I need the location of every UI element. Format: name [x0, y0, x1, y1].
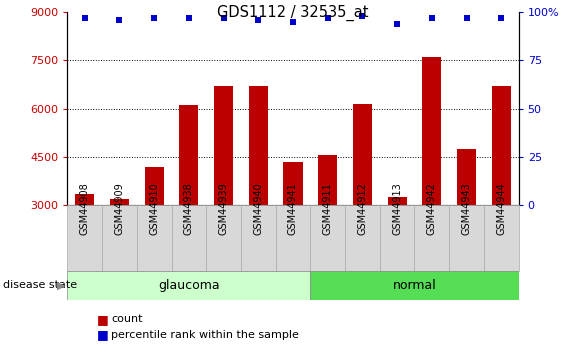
Text: GSM44941: GSM44941	[288, 182, 298, 235]
Text: count: count	[111, 314, 143, 324]
Text: normal: normal	[393, 279, 437, 292]
Text: percentile rank within the sample: percentile rank within the sample	[111, 330, 299, 339]
Point	[80, 15, 90, 21]
Point	[357, 13, 367, 19]
Point	[496, 15, 506, 21]
Bar	[492, 86, 511, 205]
Text: GSM44938: GSM44938	[184, 182, 194, 235]
Bar	[387, 197, 407, 205]
Bar	[275, 205, 311, 271]
Bar	[423, 57, 441, 205]
Bar	[318, 155, 338, 205]
Point	[219, 15, 229, 21]
Text: GSM44942: GSM44942	[427, 182, 437, 235]
Bar	[345, 205, 380, 271]
Bar	[137, 205, 172, 271]
Text: GSM44940: GSM44940	[253, 182, 263, 235]
Bar	[67, 205, 102, 271]
Bar	[179, 106, 199, 205]
Text: glaucoma: glaucoma	[158, 279, 220, 292]
Text: GSM44910: GSM44910	[149, 182, 159, 235]
Text: GSM44911: GSM44911	[323, 182, 333, 235]
Bar	[67, 271, 311, 300]
Bar	[102, 205, 137, 271]
Bar	[75, 194, 94, 205]
Text: ■: ■	[97, 328, 108, 341]
Point	[149, 15, 159, 21]
Point	[393, 21, 402, 27]
Bar	[380, 205, 414, 271]
Bar	[241, 205, 275, 271]
Bar	[353, 104, 372, 205]
Bar	[214, 86, 233, 205]
Point	[323, 15, 332, 21]
Bar	[311, 205, 345, 271]
Text: disease state: disease state	[3, 280, 77, 290]
Text: GSM44943: GSM44943	[462, 182, 472, 235]
Text: GSM44912: GSM44912	[357, 182, 367, 235]
Text: GSM44944: GSM44944	[496, 182, 506, 235]
Bar	[110, 199, 129, 205]
Text: GDS1112 / 32535_at: GDS1112 / 32535_at	[217, 5, 369, 21]
Text: ■: ■	[97, 313, 108, 326]
Bar	[284, 162, 302, 205]
Bar	[484, 205, 519, 271]
Point	[254, 17, 263, 22]
Text: GSM44908: GSM44908	[80, 182, 90, 235]
Point	[462, 15, 471, 21]
Bar	[248, 86, 268, 205]
Bar	[145, 167, 163, 205]
Bar	[206, 205, 241, 271]
Bar	[311, 271, 519, 300]
Text: ▶: ▶	[57, 280, 66, 290]
Bar	[172, 205, 206, 271]
Point	[115, 17, 124, 22]
Text: GSM44913: GSM44913	[392, 182, 402, 235]
Point	[184, 15, 193, 21]
Point	[427, 15, 437, 21]
Bar	[414, 205, 449, 271]
Bar	[457, 149, 476, 205]
Bar	[449, 205, 484, 271]
Text: GSM44909: GSM44909	[114, 182, 124, 235]
Text: GSM44939: GSM44939	[219, 182, 229, 235]
Point	[288, 19, 298, 24]
